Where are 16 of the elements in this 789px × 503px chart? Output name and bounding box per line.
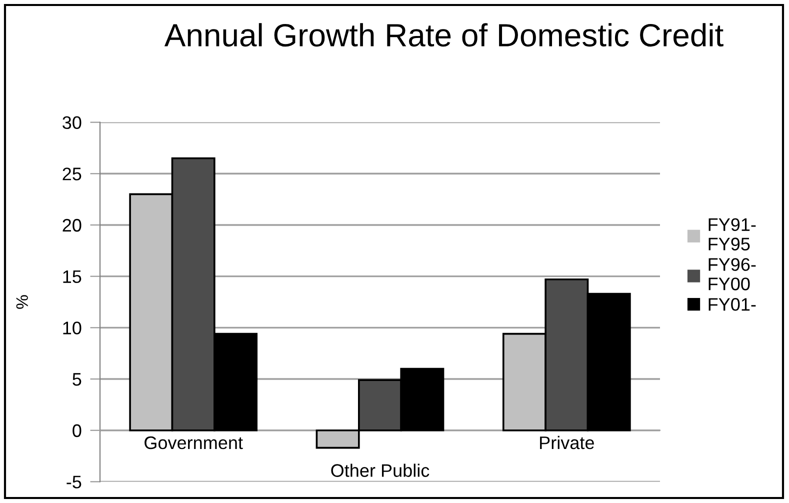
y-tick-label: 30 [62,116,82,130]
legend-label: FY01- [708,298,756,311]
y-tick-label: 10 [63,322,82,334]
y-tick-label: 25 [62,168,82,180]
legend-label: FY96- FY00 [708,258,756,290]
legend-label: FY91- FY95 [708,218,756,250]
x-tick-label: Other Public [331,464,430,477]
y-axis-title: % [16,295,28,309]
y-tick-label: 5 [72,373,82,386]
x-tick-label: Private [540,436,594,450]
y-tick-label: 0 [72,424,82,438]
y-tick-label: 20 [62,218,82,232]
y-tick-label: 15 [63,270,82,284]
y-tick-label: -5 [66,476,82,488]
x-tick-label: Government [144,436,243,450]
chart-title: Annual Growth Rate of Domestic Credit [164,23,724,47]
